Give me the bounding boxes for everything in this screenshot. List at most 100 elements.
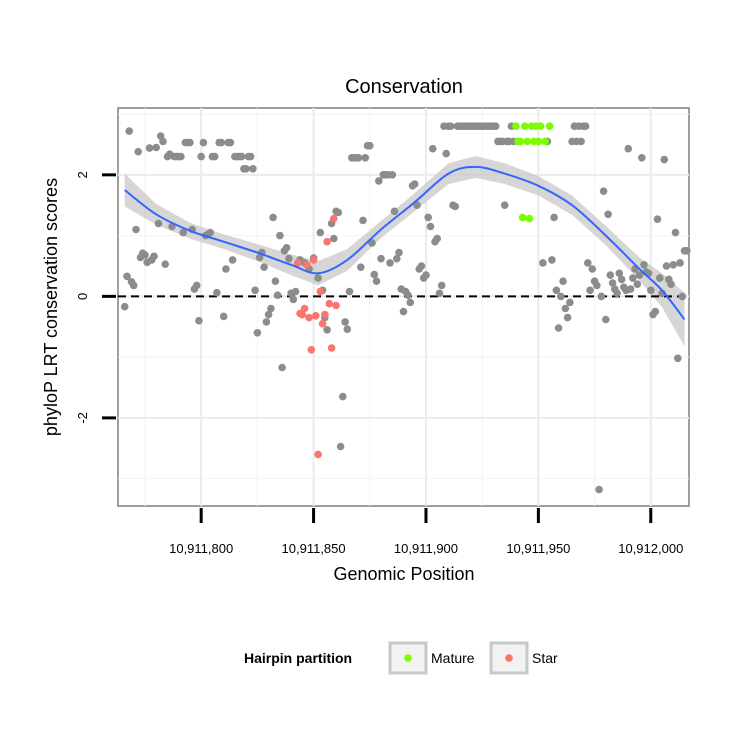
point-other [674, 354, 682, 363]
point-other [345, 287, 354, 296]
point-other [197, 152, 205, 161]
point-other [289, 295, 298, 304]
point-other [161, 260, 169, 269]
legend: Hairpin partition Mature Star [244, 641, 558, 675]
point-star [323, 237, 331, 246]
point-star [316, 287, 325, 296]
point-other [186, 138, 194, 147]
point-other [557, 292, 565, 301]
point-other [222, 265, 230, 273]
point-other [192, 281, 201, 290]
point-other [159, 137, 167, 146]
point-mature [523, 137, 531, 146]
point-mature [521, 122, 529, 130]
point-other [554, 324, 563, 332]
confidence-band [124, 156, 685, 347]
point-other [246, 152, 255, 161]
point-other [586, 286, 594, 295]
legend-item-mature: Mature [388, 641, 475, 675]
point-star [309, 256, 318, 264]
point-other [359, 216, 367, 225]
point-other [662, 262, 671, 270]
y-tick-label: 2 [75, 171, 90, 178]
point-other [219, 312, 228, 321]
point-other [206, 228, 214, 237]
point-other [132, 225, 140, 234]
point-mature [534, 137, 543, 146]
point-other [404, 291, 412, 300]
point-other [629, 274, 637, 282]
y-axis: -2 0 2 [75, 171, 116, 424]
point-other [653, 215, 662, 223]
point-other [291, 287, 300, 296]
point-other [606, 271, 615, 279]
point-mature [516, 137, 525, 146]
data-points [120, 122, 691, 494]
point-other [451, 202, 460, 211]
point-mature [525, 214, 534, 223]
point-other [500, 201, 509, 209]
point-other [433, 234, 442, 243]
point-other [608, 279, 617, 287]
point-other [125, 127, 133, 135]
grid-lines [118, 108, 689, 506]
point-other [491, 122, 500, 130]
point-other [393, 254, 401, 263]
point-other [638, 154, 646, 162]
point-other [581, 122, 590, 130]
point-other [424, 213, 433, 222]
point-star [321, 310, 329, 319]
point-other [559, 277, 567, 286]
point-other [563, 313, 572, 322]
point-other [442, 149, 451, 158]
point-other [366, 141, 374, 150]
point-other [584, 259, 592, 267]
point-other [390, 207, 399, 216]
chart-title: Conservation [345, 76, 463, 98]
point-other [548, 256, 556, 264]
point-other [262, 318, 271, 326]
point-other [593, 281, 601, 290]
point-other [617, 275, 626, 284]
point-other [626, 285, 635, 293]
point-mature [536, 122, 545, 130]
point-star [307, 346, 316, 354]
point-other [671, 228, 680, 237]
point-other [410, 180, 419, 188]
point-other [647, 286, 655, 295]
point-other [588, 265, 597, 273]
x-tick-label: 10,912,000 [618, 541, 683, 556]
legend-item-star: Star [489, 641, 558, 675]
point-other [375, 177, 383, 185]
point-other [330, 234, 338, 243]
point-other [633, 280, 642, 289]
point-other [635, 271, 644, 279]
point-other [417, 262, 426, 270]
legend-swatch-star [505, 654, 513, 662]
x-axis-label: Genomic Position [333, 564, 474, 584]
point-other [237, 152, 246, 161]
point-other [213, 288, 221, 297]
smooth-fit-curve [124, 165, 686, 321]
point-star [327, 344, 336, 352]
point-other [539, 259, 547, 267]
point-other [343, 325, 352, 334]
point-other [314, 274, 322, 282]
point-other [267, 304, 275, 313]
point-other [177, 152, 185, 161]
point-other [271, 277, 280, 286]
point-mature [545, 122, 554, 130]
plot-panel [117, 107, 690, 507]
point-other [651, 307, 660, 316]
point-other [150, 252, 158, 261]
x-axis: 10,911,800 10,911,850 10,911,900 10,911,950… [169, 508, 683, 556]
point-other [604, 210, 612, 219]
point-other [597, 292, 606, 301]
point-mature [518, 213, 527, 222]
point-star [332, 301, 340, 310]
point-other [361, 154, 370, 162]
point-other [660, 155, 669, 164]
point-other [428, 144, 437, 153]
point-other [561, 304, 570, 313]
